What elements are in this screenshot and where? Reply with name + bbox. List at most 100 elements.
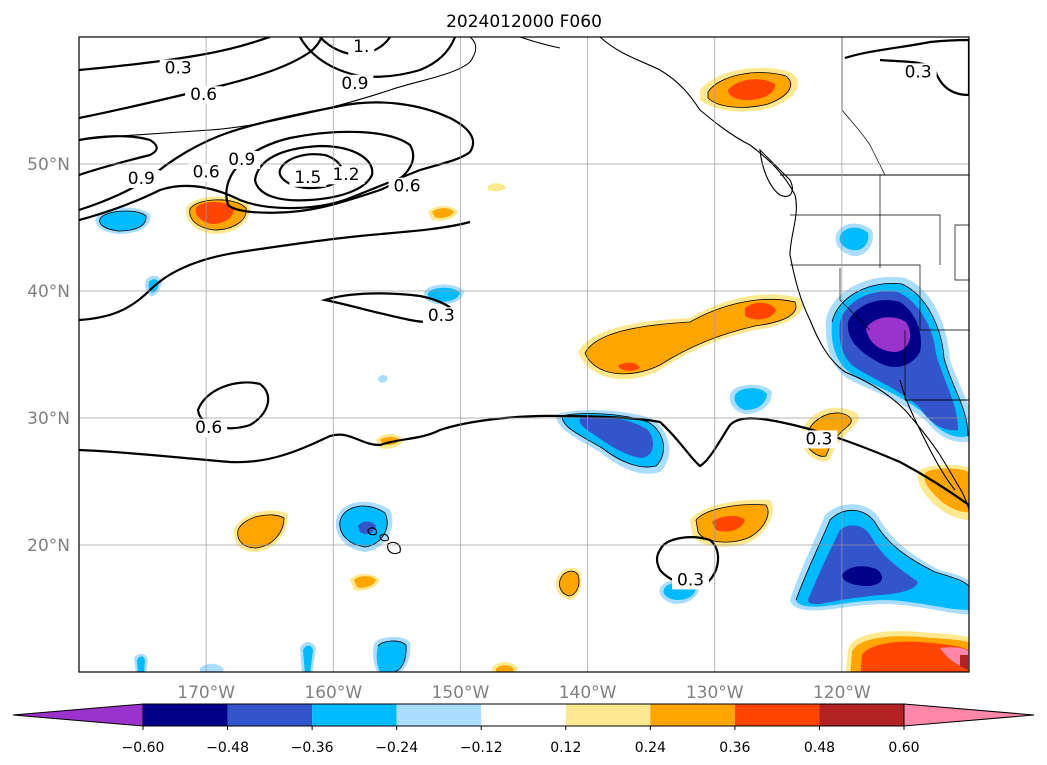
contour-0.3-main	[79, 414, 969, 506]
outline-13n	[377, 640, 407, 672]
colorbar-extend-right	[903, 703, 1035, 727]
shade-positive-48n-outer	[488, 183, 506, 192]
lat-tick-label: 50°N	[27, 155, 70, 175]
colorbar-box	[227, 704, 313, 726]
contour-label-bg	[185, 86, 223, 105]
contour-label: 0.9	[128, 169, 155, 189]
contour-1.2	[253, 144, 374, 202]
shade-negative-hi-core	[358, 521, 376, 534]
outline-46n	[99, 210, 147, 232]
coastline-alaska-panhandle	[519, 37, 561, 49]
colorbar-box	[143, 704, 228, 726]
lon-tick-label: 140°W	[559, 683, 617, 703]
border-states-4	[954, 224, 969, 281]
contour-0.3-west	[79, 220, 471, 322]
colorbar-tick-label: −0.48	[206, 740, 249, 756]
colorbar-tick-label: −0.60	[122, 740, 165, 756]
shade-negative-mex-core	[842, 566, 883, 586]
contour-label: 0.3	[805, 429, 832, 449]
contour-label-bg	[187, 163, 225, 182]
lon-tick-label: 170°W	[177, 683, 235, 703]
shade-positive-central-mid	[585, 299, 796, 374]
contour-label-bg	[672, 571, 710, 590]
shade-negative-sliver-2-core	[137, 656, 145, 672]
contour-label: 0.6	[394, 177, 421, 197]
colorbar-frame	[142, 703, 905, 727]
contour-0.3-north	[79, 37, 271, 72]
contour-label: 0.3	[905, 62, 932, 82]
colorbar: −0.60 −0.48 −0.36 −0.24 −0.12 0.12 0.24 0.36 0.4…	[12, 703, 1035, 756]
colorbar-box	[650, 704, 735, 726]
contour-0.6-north	[79, 37, 323, 120]
coastline-north-america	[599, 37, 969, 511]
contour-label: 0.6	[195, 418, 222, 438]
contour-0.6-main	[79, 101, 475, 222]
contour-label-bg	[422, 307, 460, 326]
contour-label: 1.2	[332, 165, 359, 185]
contour-label-bg	[190, 418, 228, 437]
contour-label: 0.9	[228, 150, 255, 170]
colorbar-box	[481, 704, 566, 726]
shade-negative-30n-core	[579, 416, 654, 458]
shade-positive-11n-mid	[496, 665, 514, 672]
latitude-tick-labels: 50°N 40°N 30°N 20°N	[27, 155, 70, 556]
coastline-vancouver-island	[759, 148, 793, 197]
lon-tick-label: 130°W	[686, 683, 744, 703]
coastline-hawaii-maui	[379, 533, 389, 542]
coastline-hawaii-big	[387, 541, 401, 555]
contour-label: 0.6	[193, 163, 220, 183]
shade-negative-ca-core	[866, 317, 911, 352]
shade-positive-bc-core	[728, 79, 776, 100]
shade-negative-or-mid	[839, 227, 869, 251]
shaded-field	[95, 67, 969, 672]
map-panel: 0.3 0.6 1. 0.9 0.9 0.6 0.9 1.5 1.2 0.6 0.3 0.6 0.3 0.…	[78, 36, 970, 673]
colorbar-tick-label: 0.12	[550, 740, 581, 756]
colorbar-box	[312, 704, 397, 726]
borders	[790, 37, 969, 400]
lat-tick-label: 40°N	[27, 282, 70, 302]
map-frame	[78, 36, 970, 673]
coastline-hawaii-oahu	[367, 527, 377, 536]
colorbar-extend-left	[12, 703, 144, 727]
shade-positive-17n-west-mid	[354, 576, 376, 588]
border-states-2	[790, 264, 969, 331]
outline-23n	[695, 504, 769, 543]
colorbar-box	[565, 704, 651, 726]
colorbar-tick-label: 0.48	[804, 740, 835, 756]
lon-tick-label: 150°W	[432, 683, 490, 703]
contour-label: 0.3	[165, 59, 192, 79]
shade-negative-33n-outer	[378, 375, 388, 383]
map-title: 2024012000 F060	[446, 12, 602, 32]
outline-ca	[831, 282, 969, 437]
contour-lines	[79, 37, 969, 586]
lon-tick-label: 160°W	[304, 683, 362, 703]
outline-bc	[707, 72, 791, 108]
colorbar-tick-label: −0.36	[291, 740, 334, 756]
shade-positive-46n-core	[195, 202, 234, 224]
outline-17n	[559, 570, 580, 597]
border-states-3	[839, 268, 871, 331]
contour-label-bg	[899, 63, 937, 82]
colorbar-tick-label: 0.60	[888, 740, 919, 756]
shade-positive-central-core1	[745, 302, 776, 320]
outline-central	[584, 299, 797, 375]
contour-labels: 0.3 0.6 1. 0.9 0.9 0.6 0.9 1.5 1.2 0.6 0.3 0.6 0.3 0.…	[122, 37, 937, 590]
shade-positive-17n-mid	[559, 571, 579, 596]
contour-label: 0.3	[677, 570, 704, 590]
contour-0.9-north	[299, 37, 457, 78]
contour-0.9-main	[225, 130, 415, 214]
shade-negative-13n-mid	[376, 640, 407, 672]
outline-46n-pos	[189, 199, 247, 231]
colorbar-box	[734, 704, 820, 726]
lat-tick-label: 20°N	[27, 536, 70, 556]
shade-positive-se-brown	[960, 655, 968, 670]
shade-positive-21n-mid	[237, 514, 284, 548]
lat-tick-label: 30°N	[27, 409, 70, 429]
colorbar-tick-label: −0.12	[460, 740, 503, 756]
colorbar-box	[819, 704, 904, 726]
outline-21n	[237, 514, 285, 549]
contour-label-bg	[348, 37, 375, 56]
contour-label-bg	[327, 166, 365, 185]
border-states-5	[879, 175, 941, 265]
